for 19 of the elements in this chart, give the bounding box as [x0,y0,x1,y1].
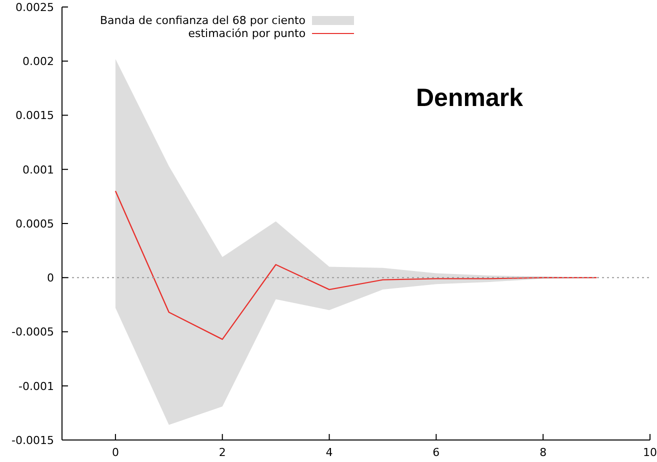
y-tick-label: 0.0015 [16,109,54,122]
x-tick-label: 6 [432,446,440,459]
legend-label: estimación por punto [188,27,306,40]
x-tick-label: 2 [218,446,226,459]
y-tick-label: 0 [47,272,54,285]
x-tick-label: 4 [326,446,333,459]
line-series [114,190,598,340]
y-tick-label: -0.001 [18,380,54,393]
y-tick-label: -0.0015 [12,434,54,447]
y-tick-label: 0.002 [22,55,54,68]
y-tick-label: 0.001 [22,163,54,176]
y-tick-label: 0.0025 [16,0,54,14]
y-tick-label: 0.0005 [16,217,54,230]
x-tick-label: 0 [112,446,119,459]
annotation: Denmark [416,84,523,113]
legend-label: Banda de confianza del 68 por ciento [100,14,306,27]
x-tick-label: 10 [643,446,657,459]
x-tick-label: 8 [540,446,547,459]
y-tick-label: -0.0005 [12,326,54,339]
